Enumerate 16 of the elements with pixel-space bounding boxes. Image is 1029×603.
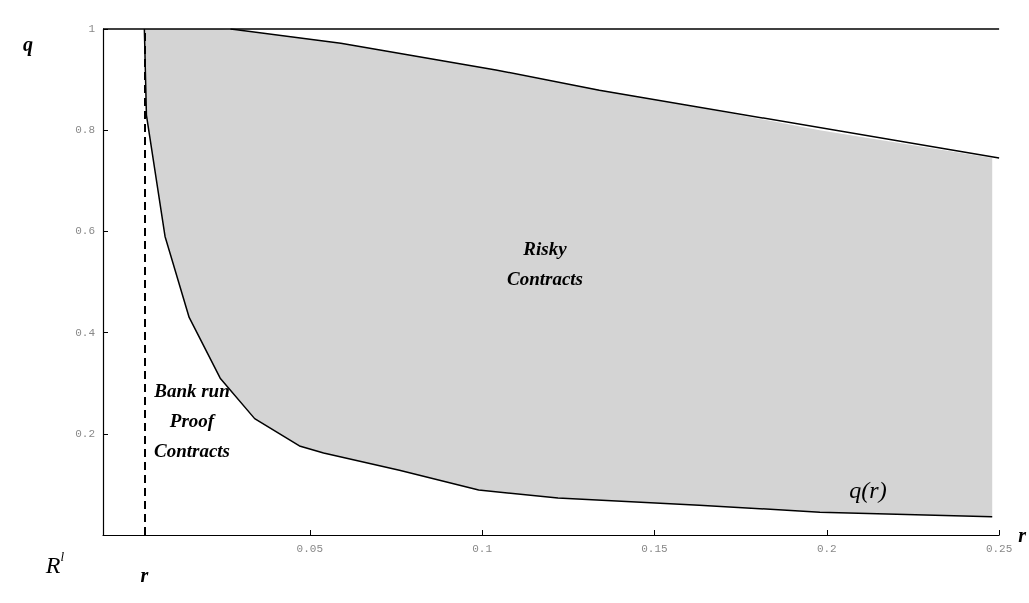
x-tick-label: 0.25: [985, 542, 1013, 555]
y-tick-label: 0.8: [75, 124, 95, 137]
annotation: Bank run Proof Contracts: [153, 379, 231, 461]
x-tick-label: 0.2: [816, 542, 837, 555]
y-tick-label: 0.2: [75, 427, 95, 440]
y-tick-label: 0.6: [75, 225, 95, 238]
annotation: Risky Contracts: [506, 237, 584, 289]
x-tick-label: 0.05: [296, 542, 323, 555]
x-tick-label: 0.1: [472, 542, 493, 555]
ref-line-label: r: [140, 564, 149, 586]
x-axis-title: r: [1018, 524, 1027, 546]
annotation: q(r): [849, 477, 887, 503]
y-tick-label: 0.4: [75, 326, 96, 339]
y-tick-label: 1: [88, 23, 96, 35]
y-axis-title: q: [23, 33, 33, 56]
x-tick-label: 0.15: [641, 542, 668, 555]
